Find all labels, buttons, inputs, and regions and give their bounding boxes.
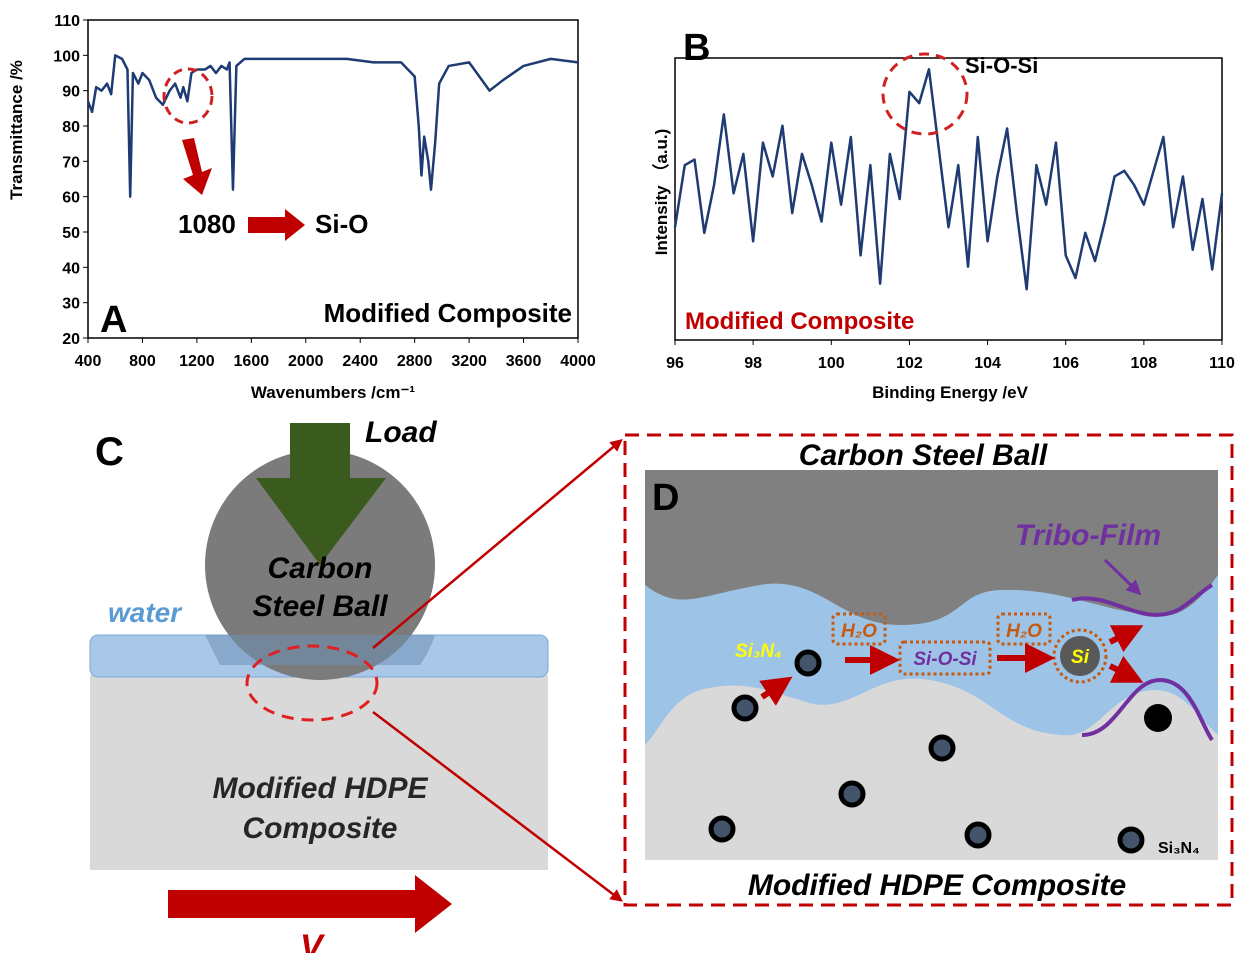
- y-tick-label: 110: [54, 13, 80, 30]
- ball-label: Steel Ball: [252, 590, 388, 623]
- composite-block: [90, 675, 548, 870]
- load-label: Load: [365, 416, 437, 449]
- composite-label: Composite: [242, 812, 397, 845]
- zoom-region: [245, 644, 379, 722]
- x-tick-label: 96: [666, 355, 684, 372]
- y-tick-label: 80: [62, 119, 80, 136]
- zoom-line: [372, 438, 623, 649]
- particle: [964, 821, 992, 849]
- pointer: [1103, 558, 1142, 596]
- filler-label: Si₃N₄: [735, 641, 782, 662]
- h2o-box: [996, 612, 1052, 646]
- si-label: Si: [1071, 647, 1090, 668]
- charts: 400 800 1200 1600 2000 2400 2800 3200 3600 4000 20…: [53, 13, 1235, 372]
- particle: [731, 694, 759, 722]
- particle: [708, 815, 736, 843]
- x-tick-label: 4000: [560, 353, 596, 370]
- x-tick-label: 98: [744, 355, 762, 372]
- water-label: water: [108, 597, 183, 628]
- particle: [1144, 704, 1172, 732]
- product-label: Si-O-Si: [913, 649, 977, 670]
- highlight: [162, 67, 214, 125]
- particle: [838, 780, 866, 808]
- tribo-film: [1081, 677, 1214, 742]
- annotation: Si-O-Si: [965, 53, 1038, 78]
- zoom-frame: [623, 433, 1234, 907]
- y-axis-label: Intensity （a.u.): [651, 129, 671, 256]
- arrow: [1108, 625, 1144, 653]
- y-tick-label: 50: [62, 225, 80, 242]
- ball-label: Carbon Steel Ball: [799, 439, 1048, 472]
- h2o-label: H₂O: [841, 621, 877, 642]
- x-tick-label: 108: [1131, 355, 1158, 372]
- y-axis-label: Transmittance /%: [7, 60, 26, 200]
- particle: [928, 734, 956, 762]
- data-line: [673, 68, 1224, 291]
- arrow: [1108, 655, 1144, 683]
- water-region: [645, 560, 1218, 745]
- particle: [794, 649, 822, 677]
- y-tick-label: 100: [53, 48, 80, 65]
- annotation: 1080: [178, 209, 236, 239]
- velocity-arrow: [168, 875, 452, 933]
- panel-label: D: [652, 477, 679, 519]
- y-tick-label: 60: [62, 190, 80, 207]
- product-box: [898, 640, 992, 676]
- x-tick-label: 106: [1052, 355, 1079, 372]
- panel-label: A: [100, 299, 127, 341]
- y-tick-label: 90: [62, 84, 80, 101]
- annotation: Modified Composite: [685, 308, 914, 335]
- h2o-label: H₂O: [1006, 621, 1042, 642]
- x-tick-label: 2800: [397, 353, 433, 370]
- velocity-label: V: [300, 928, 326, 953]
- arrow: [248, 209, 305, 241]
- x-axis-label: Binding Energy /eV: [872, 383, 1029, 402]
- si-particle: [1060, 636, 1100, 676]
- x-tick-label: 2000: [288, 353, 324, 370]
- ball-in-water: [205, 635, 435, 665]
- x-tick-label: 2400: [342, 353, 378, 370]
- x-axis-label: Wavenumbers /cm⁻¹: [251, 383, 416, 402]
- x-tick-label: 1200: [179, 353, 215, 370]
- annotation: Modified Composite: [324, 298, 572, 328]
- load-arrow: [256, 423, 386, 565]
- plot-frame: [87, 19, 579, 339]
- x-tick-label: 3600: [506, 353, 542, 370]
- reaction-arrows: [759, 625, 1144, 706]
- annotation: Si-O: [315, 209, 368, 239]
- panel-label: B: [683, 27, 710, 69]
- composite-label: Modified HDPE Composite: [748, 869, 1126, 902]
- x-tick-label: 100: [818, 355, 845, 372]
- y-tick-label: 30: [62, 296, 80, 313]
- arrow: [182, 138, 212, 195]
- particle: [1117, 826, 1145, 854]
- y-tick-label: 40: [62, 260, 80, 277]
- x-tick-label: 102: [896, 355, 923, 372]
- h2o-box: [831, 612, 887, 646]
- composite-label: Modified HDPE: [213, 772, 429, 805]
- legend-label: Si₃N₄: [1158, 840, 1200, 857]
- film-label: Tribo-Film: [1015, 519, 1161, 552]
- data-line: [86, 54, 579, 198]
- arrow: [759, 676, 793, 706]
- x-tick-label: 3200: [451, 353, 487, 370]
- particles: [708, 649, 1145, 854]
- x-tick-label: 1600: [234, 353, 270, 370]
- y-tick-label: 70: [62, 154, 80, 171]
- ball-region: [645, 470, 1218, 625]
- x-tick-label: 110: [1209, 355, 1235, 372]
- x-tick-label: 800: [129, 353, 156, 370]
- y-tick-label: 20: [62, 331, 80, 348]
- highlight: [881, 52, 969, 136]
- si-ring: [1052, 628, 1108, 684]
- zoom-line: [372, 711, 623, 902]
- x-tick-label: 400: [75, 353, 102, 370]
- panel-label: C: [95, 430, 124, 474]
- tribo-film: [1071, 583, 1214, 617]
- ball-label: Carbon: [268, 552, 373, 585]
- x-tick-label: 104: [974, 355, 1001, 372]
